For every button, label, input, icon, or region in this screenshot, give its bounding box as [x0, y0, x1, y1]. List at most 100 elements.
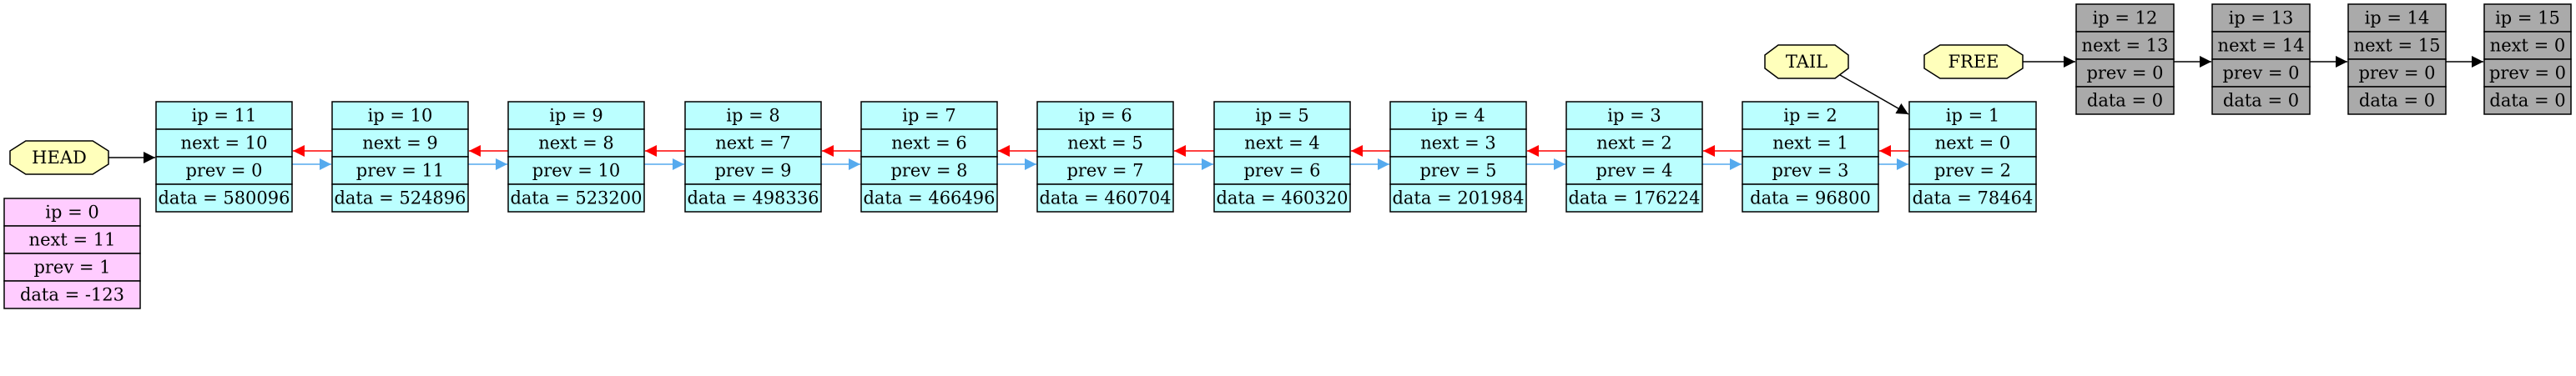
field-ip-text: ip = 12	[2093, 8, 2158, 28]
field-next-text: next = 1	[1772, 133, 1848, 153]
field-data-text: data = 460704	[1039, 188, 1171, 208]
record-cell-next	[860, 128, 998, 158]
record-cell-ip	[2483, 3, 2572, 33]
field-ip-text: ip = 13	[2229, 8, 2294, 28]
record-cell-next	[2483, 31, 2572, 60]
field-next-text: next = 5	[1067, 133, 1143, 153]
field-prev-text: prev = 8	[890, 161, 967, 181]
list-node: ip = 5 next = 4 prev = 6 data = 460320	[1213, 101, 1351, 213]
field-prev-text: prev = 7	[1066, 161, 1143, 181]
record-cell-ip	[1036, 101, 1174, 130]
list-node: ip = 10 next = 9 prev = 11 data = 524896	[331, 101, 469, 213]
record-cell-next	[3, 225, 141, 254]
record-cell-data	[2347, 86, 2447, 115]
field-prev-text: prev = 0	[2489, 63, 2566, 83]
field-next-text: next = 4	[1244, 133, 1320, 153]
record-cell-ip	[860, 101, 998, 130]
field-prev-text: prev = 0	[185, 161, 262, 181]
field-next-text: next = 10	[181, 133, 268, 153]
record-cell-data	[1036, 183, 1174, 213]
record-cell-next	[1742, 128, 1879, 158]
record-cell-prev	[1389, 156, 1527, 185]
field-data-text: data = 466496	[863, 188, 995, 208]
record-cell-next	[1908, 128, 2037, 158]
record-cell-next	[1036, 128, 1174, 158]
record-cell-next	[2211, 31, 2311, 60]
tail-arrow	[1839, 74, 1909, 115]
field-next-text: next = 6	[891, 133, 967, 153]
field-next-text: next = 9	[362, 133, 438, 153]
field-ip-text: ip = 10	[368, 106, 433, 126]
record-cell-ip	[1213, 101, 1351, 130]
field-ip-text: ip = 11	[192, 106, 257, 126]
list-node: ip = 11 next = 10 prev = 0 data = 580096	[155, 101, 293, 213]
record-cell-data	[2211, 86, 2311, 115]
field-prev-text: prev = 0	[2222, 63, 2299, 83]
field-next-text: next = 14	[2218, 36, 2305, 56]
record-cell-data	[331, 183, 469, 213]
record-cell-data	[1565, 183, 1703, 213]
record-cell-prev	[1742, 156, 1879, 185]
field-prev-text: prev = 11	[356, 161, 444, 181]
field-next-text: next = 7	[715, 133, 791, 153]
list-node: ip = 1 next = 0 prev = 2 data = 78464	[1908, 101, 2037, 213]
record-cell-prev	[1908, 156, 2037, 185]
free-node: ip = 15 next = 0 prev = 0 data = 0	[2483, 3, 2572, 115]
list-node: ip = 3 next = 2 prev = 4 data = 176224	[1565, 101, 1703, 213]
field-ip-text: ip = 1	[1946, 106, 1999, 126]
record-cell-prev	[1036, 156, 1174, 185]
field-data-text: data = 0	[2359, 91, 2435, 111]
record-cell-next	[331, 128, 469, 158]
list-node: ip = 9 next = 8 prev = 10 data = 523200	[507, 101, 645, 213]
record-cell-ip	[2075, 3, 2175, 33]
record-cell-data	[1389, 183, 1527, 213]
field-prev-text: prev = 3	[1772, 161, 1848, 181]
list-node: ip = 4 next = 3 prev = 5 data = 201984	[1389, 101, 1527, 213]
record-cell-ip	[331, 101, 469, 130]
list-node: ip = 6 next = 5 prev = 7 data = 460704	[1036, 101, 1174, 213]
field-ip-text: ip = 8	[726, 106, 779, 126]
record-cell-prev	[2347, 58, 2447, 88]
record-cell-next	[684, 128, 822, 158]
free-node: ip = 12 next = 13 prev = 0 data = 0	[2075, 3, 2175, 115]
field-ip-text: ip = 15	[2495, 8, 2560, 28]
record-cell-prev	[507, 156, 645, 185]
record-cell-data	[2075, 86, 2175, 115]
field-prev-text: prev = 5	[1419, 161, 1496, 181]
record-cell-next	[1389, 128, 1527, 158]
field-data-text: data = 0	[2223, 91, 2299, 111]
field-data-text: data = 0	[2489, 91, 2565, 111]
free-node: ip = 13 next = 14 prev = 0 data = 0	[2211, 3, 2311, 115]
record-cell-data	[3, 280, 141, 309]
field-prev-text: prev = 4	[1596, 161, 1672, 181]
free-label-text: FREE	[1948, 52, 1999, 72]
field-ip-text: ip = 5	[1255, 106, 1308, 126]
record-cell-data	[2483, 86, 2572, 115]
record-cell-ip	[1565, 101, 1703, 130]
field-prev-text: prev = 10	[532, 161, 620, 181]
edges-layer	[108, 56, 2483, 170]
record-cell-next	[2347, 31, 2447, 60]
field-ip-text: ip = 0	[45, 203, 98, 223]
field-next-text: next = 11	[29, 230, 116, 250]
head-label-text: HEAD	[32, 148, 87, 168]
list-node: ip = 7 next = 6 prev = 8 data = 466496	[860, 101, 998, 213]
field-prev-text: prev = 9	[714, 161, 791, 181]
record-cell-data	[684, 183, 822, 213]
head-label: HEAD	[9, 140, 109, 175]
field-next-text: next = 8	[538, 133, 614, 153]
record-cell-prev	[2075, 58, 2175, 88]
field-ip-text: ip = 6	[1078, 106, 1132, 126]
field-next-text: next = 2	[1596, 133, 1672, 153]
record-cell-ip	[1908, 101, 2037, 130]
field-prev-text: prev = 0	[2358, 63, 2435, 83]
field-prev-text: prev = 0	[2086, 63, 2163, 83]
free-label: FREE	[1923, 44, 2024, 79]
field-prev-text: prev = 1	[33, 258, 110, 278]
record-cell-data	[1908, 183, 2037, 213]
field-data-text: data = 201984	[1392, 188, 1524, 208]
field-next-text: next = 13	[2082, 36, 2169, 56]
record-cell-prev	[1213, 156, 1351, 185]
field-ip-text: ip = 4	[1431, 106, 1485, 126]
